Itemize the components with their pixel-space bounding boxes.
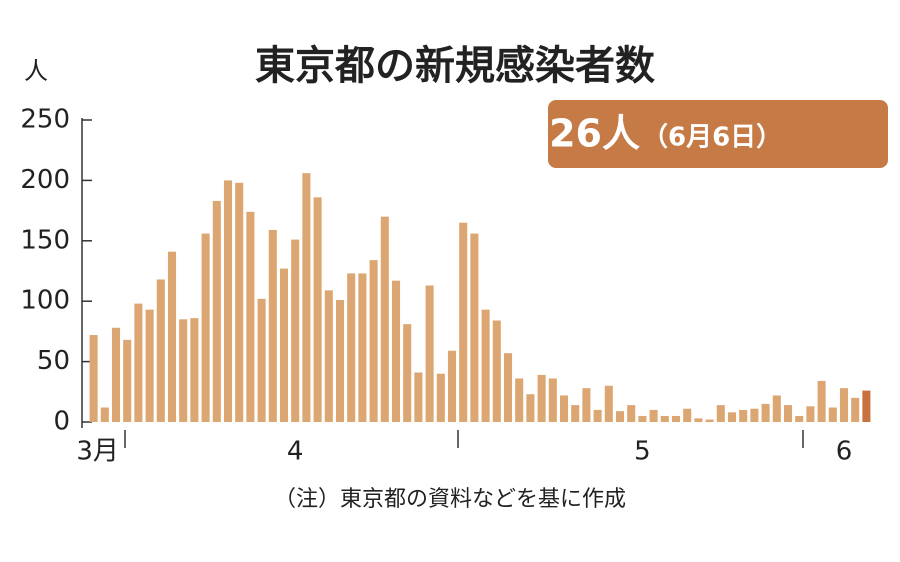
bar xyxy=(190,318,199,422)
bar xyxy=(358,273,367,422)
bar xyxy=(851,397,860,422)
bar xyxy=(716,405,725,422)
bar xyxy=(571,405,580,422)
bar xyxy=(683,408,692,422)
chart-title: 東京都の新規感染者数 xyxy=(255,43,655,89)
badge-date: （6月6日） xyxy=(642,123,782,153)
bar xyxy=(783,405,793,422)
bar xyxy=(671,415,681,422)
bar xyxy=(772,395,781,422)
bar xyxy=(369,260,378,422)
y-tick-label: 250 xyxy=(20,105,70,135)
bar xyxy=(795,415,804,422)
bar xyxy=(436,373,445,422)
bar xyxy=(862,390,871,422)
bar xyxy=(425,285,434,422)
bar xyxy=(649,409,658,422)
note: （注）東京都の資料などを基に作成 xyxy=(274,487,626,512)
bar xyxy=(582,388,591,422)
bar xyxy=(593,409,602,422)
x-tick-label: 5 xyxy=(634,437,651,467)
bar xyxy=(335,299,345,422)
bar xyxy=(167,251,177,422)
bar xyxy=(537,374,546,422)
bar xyxy=(694,418,703,422)
bar xyxy=(414,372,423,422)
y-tick-label: 50 xyxy=(37,346,70,376)
bar xyxy=(111,327,121,422)
bar xyxy=(660,415,669,422)
bar xyxy=(515,378,524,422)
x-tick-label: 3月 xyxy=(76,437,119,467)
bar xyxy=(615,411,625,422)
bar xyxy=(548,378,557,422)
y-tick-label: 150 xyxy=(20,225,70,255)
bar xyxy=(134,303,143,422)
bar xyxy=(705,419,714,422)
bar xyxy=(559,395,569,422)
y-tick-label: 0 xyxy=(53,407,70,437)
bar xyxy=(246,211,255,422)
bar xyxy=(123,339,132,422)
bar xyxy=(313,197,322,422)
bar xyxy=(459,222,468,422)
bar xyxy=(201,233,210,422)
bar xyxy=(627,405,636,422)
bar xyxy=(839,388,849,422)
bar xyxy=(235,182,244,422)
bar xyxy=(257,298,266,422)
bar xyxy=(492,320,501,422)
bar xyxy=(447,350,457,422)
bar xyxy=(638,415,647,422)
bar xyxy=(279,268,289,422)
bar xyxy=(470,233,479,422)
bar xyxy=(212,200,221,422)
bar xyxy=(223,180,233,422)
bar xyxy=(268,229,277,422)
bar xyxy=(481,309,490,422)
bar xyxy=(291,239,300,422)
bar xyxy=(156,279,165,422)
bar xyxy=(526,394,535,422)
bar xyxy=(179,319,188,422)
bar xyxy=(347,273,356,422)
y-unit: 人 xyxy=(24,57,48,85)
bar xyxy=(828,407,837,422)
bar xyxy=(403,324,412,422)
bar xyxy=(302,173,311,422)
bar xyxy=(145,309,154,422)
badge-value: 26人 xyxy=(549,112,640,156)
bar xyxy=(806,406,815,422)
bar xyxy=(739,409,748,422)
bar xyxy=(727,412,737,422)
x-tick-label: 6 xyxy=(836,437,853,467)
bar xyxy=(503,353,513,422)
bar xyxy=(391,280,401,422)
bar xyxy=(761,403,770,422)
bar xyxy=(750,408,759,422)
bar xyxy=(380,216,389,422)
y-tick-label: 100 xyxy=(20,286,70,316)
bar xyxy=(324,290,333,422)
y-tick-label: 200 xyxy=(20,165,70,195)
badge xyxy=(548,100,888,168)
bar xyxy=(89,335,98,422)
bar xyxy=(604,385,613,422)
bar xyxy=(100,407,109,422)
x-tick-label: 4 xyxy=(287,437,304,467)
bar xyxy=(817,380,826,422)
